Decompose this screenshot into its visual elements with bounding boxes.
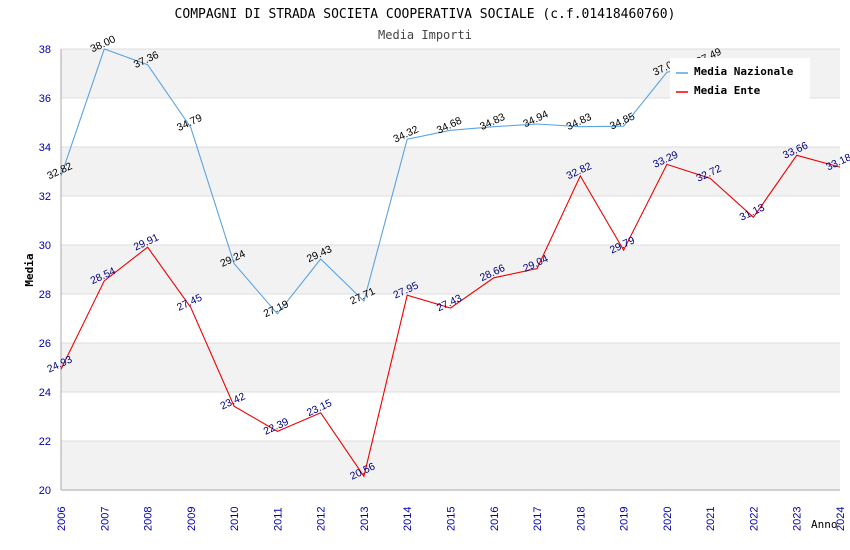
data-label-media-nazionale: 34.83 <box>478 111 507 133</box>
data-label-media-nazionale: 34.83 <box>565 111 594 133</box>
x-tick-label: 2015 <box>446 507 458 531</box>
x-tick-label: 2013 <box>359 507 371 531</box>
y-tick-label: 36 <box>39 93 51 105</box>
x-tick-label: 2017 <box>532 507 544 531</box>
x-tick-label: 2019 <box>619 507 631 531</box>
x-tick-label: 2016 <box>489 507 501 531</box>
data-label-media-nazionale: 34.94 <box>521 108 550 130</box>
x-tick-label: 2018 <box>575 507 587 531</box>
y-tick-label: 28 <box>39 289 51 301</box>
data-label-media-nazionale: 34.85 <box>608 110 637 132</box>
y-tick-label: 38 <box>39 44 51 56</box>
gridlines <box>61 48 840 491</box>
y-tick-label: 20 <box>39 485 51 497</box>
x-tick-label: 2020 <box>662 507 674 531</box>
x-tick-label: 2022 <box>748 507 760 531</box>
x-axis-label: Anno <box>811 518 838 531</box>
y-tick-label: 30 <box>39 240 51 252</box>
background-band <box>61 441 840 490</box>
background-band <box>61 245 840 294</box>
data-label-media-ente: 31.13 <box>738 202 767 224</box>
data-label-media-ente: 27.43 <box>435 292 464 314</box>
data-label-media-ente: 22.39 <box>262 416 291 438</box>
data-label-media-nazionale: 34.79 <box>175 112 204 134</box>
x-tick-label: 2012 <box>316 507 328 531</box>
axes <box>60 49 840 491</box>
legend-background <box>670 58 810 100</box>
series-line-media-ente <box>60 154 841 478</box>
background-band <box>61 343 840 392</box>
y-tick-label: 26 <box>39 338 51 350</box>
y-tick-label: 32 <box>39 191 51 203</box>
y-axis-label: Media <box>23 253 36 286</box>
x-tick-label: 2023 <box>792 507 804 531</box>
background-band <box>61 147 840 196</box>
y-tick-label: 22 <box>39 436 51 448</box>
data-label-media-ente: 27.45 <box>175 292 204 314</box>
x-axis-ticks: 2006 2007 2008 2009 2010 2011 2012 2013 2014 2015… <box>56 507 847 531</box>
x-tick-label: 2006 <box>56 507 68 531</box>
data-label-media-ente: 23.15 <box>305 397 334 419</box>
chart-title: COMPAGNI DI STRADA SOCIETA COOPERATIVA S… <box>175 7 676 22</box>
legend-label-media-nazionale: Media Nazionale <box>694 65 794 78</box>
x-tick-label: 2010 <box>229 507 241 531</box>
x-tick-label: 2011 <box>272 507 284 531</box>
y-tick-label: 24 <box>39 387 51 399</box>
chart-subtitle: Media Importi <box>378 28 472 42</box>
series-lines <box>60 48 841 478</box>
x-tick-label: 2007 <box>99 507 111 531</box>
series-line-media-nazionale <box>60 48 711 315</box>
legend-label-media-ente: Media Ente <box>694 84 761 97</box>
y-axis-ticks: 20 22 24 26 28 30 32 34 36 38 <box>39 44 51 497</box>
x-tick-label: 2014 <box>402 507 414 531</box>
x-tick-label: 2024 <box>835 507 847 531</box>
data-label-media-nazionale: 34.68 <box>435 115 464 137</box>
x-tick-label: 2008 <box>143 507 155 531</box>
background-bands <box>61 49 840 490</box>
legend: Media Nazionale Media Ente <box>670 58 810 100</box>
x-tick-label: 2009 <box>186 507 198 531</box>
y-tick-label: 34 <box>39 142 51 154</box>
data-label-media-ente: 23.42 <box>218 390 247 412</box>
x-tick-label: 2021 <box>705 507 717 531</box>
